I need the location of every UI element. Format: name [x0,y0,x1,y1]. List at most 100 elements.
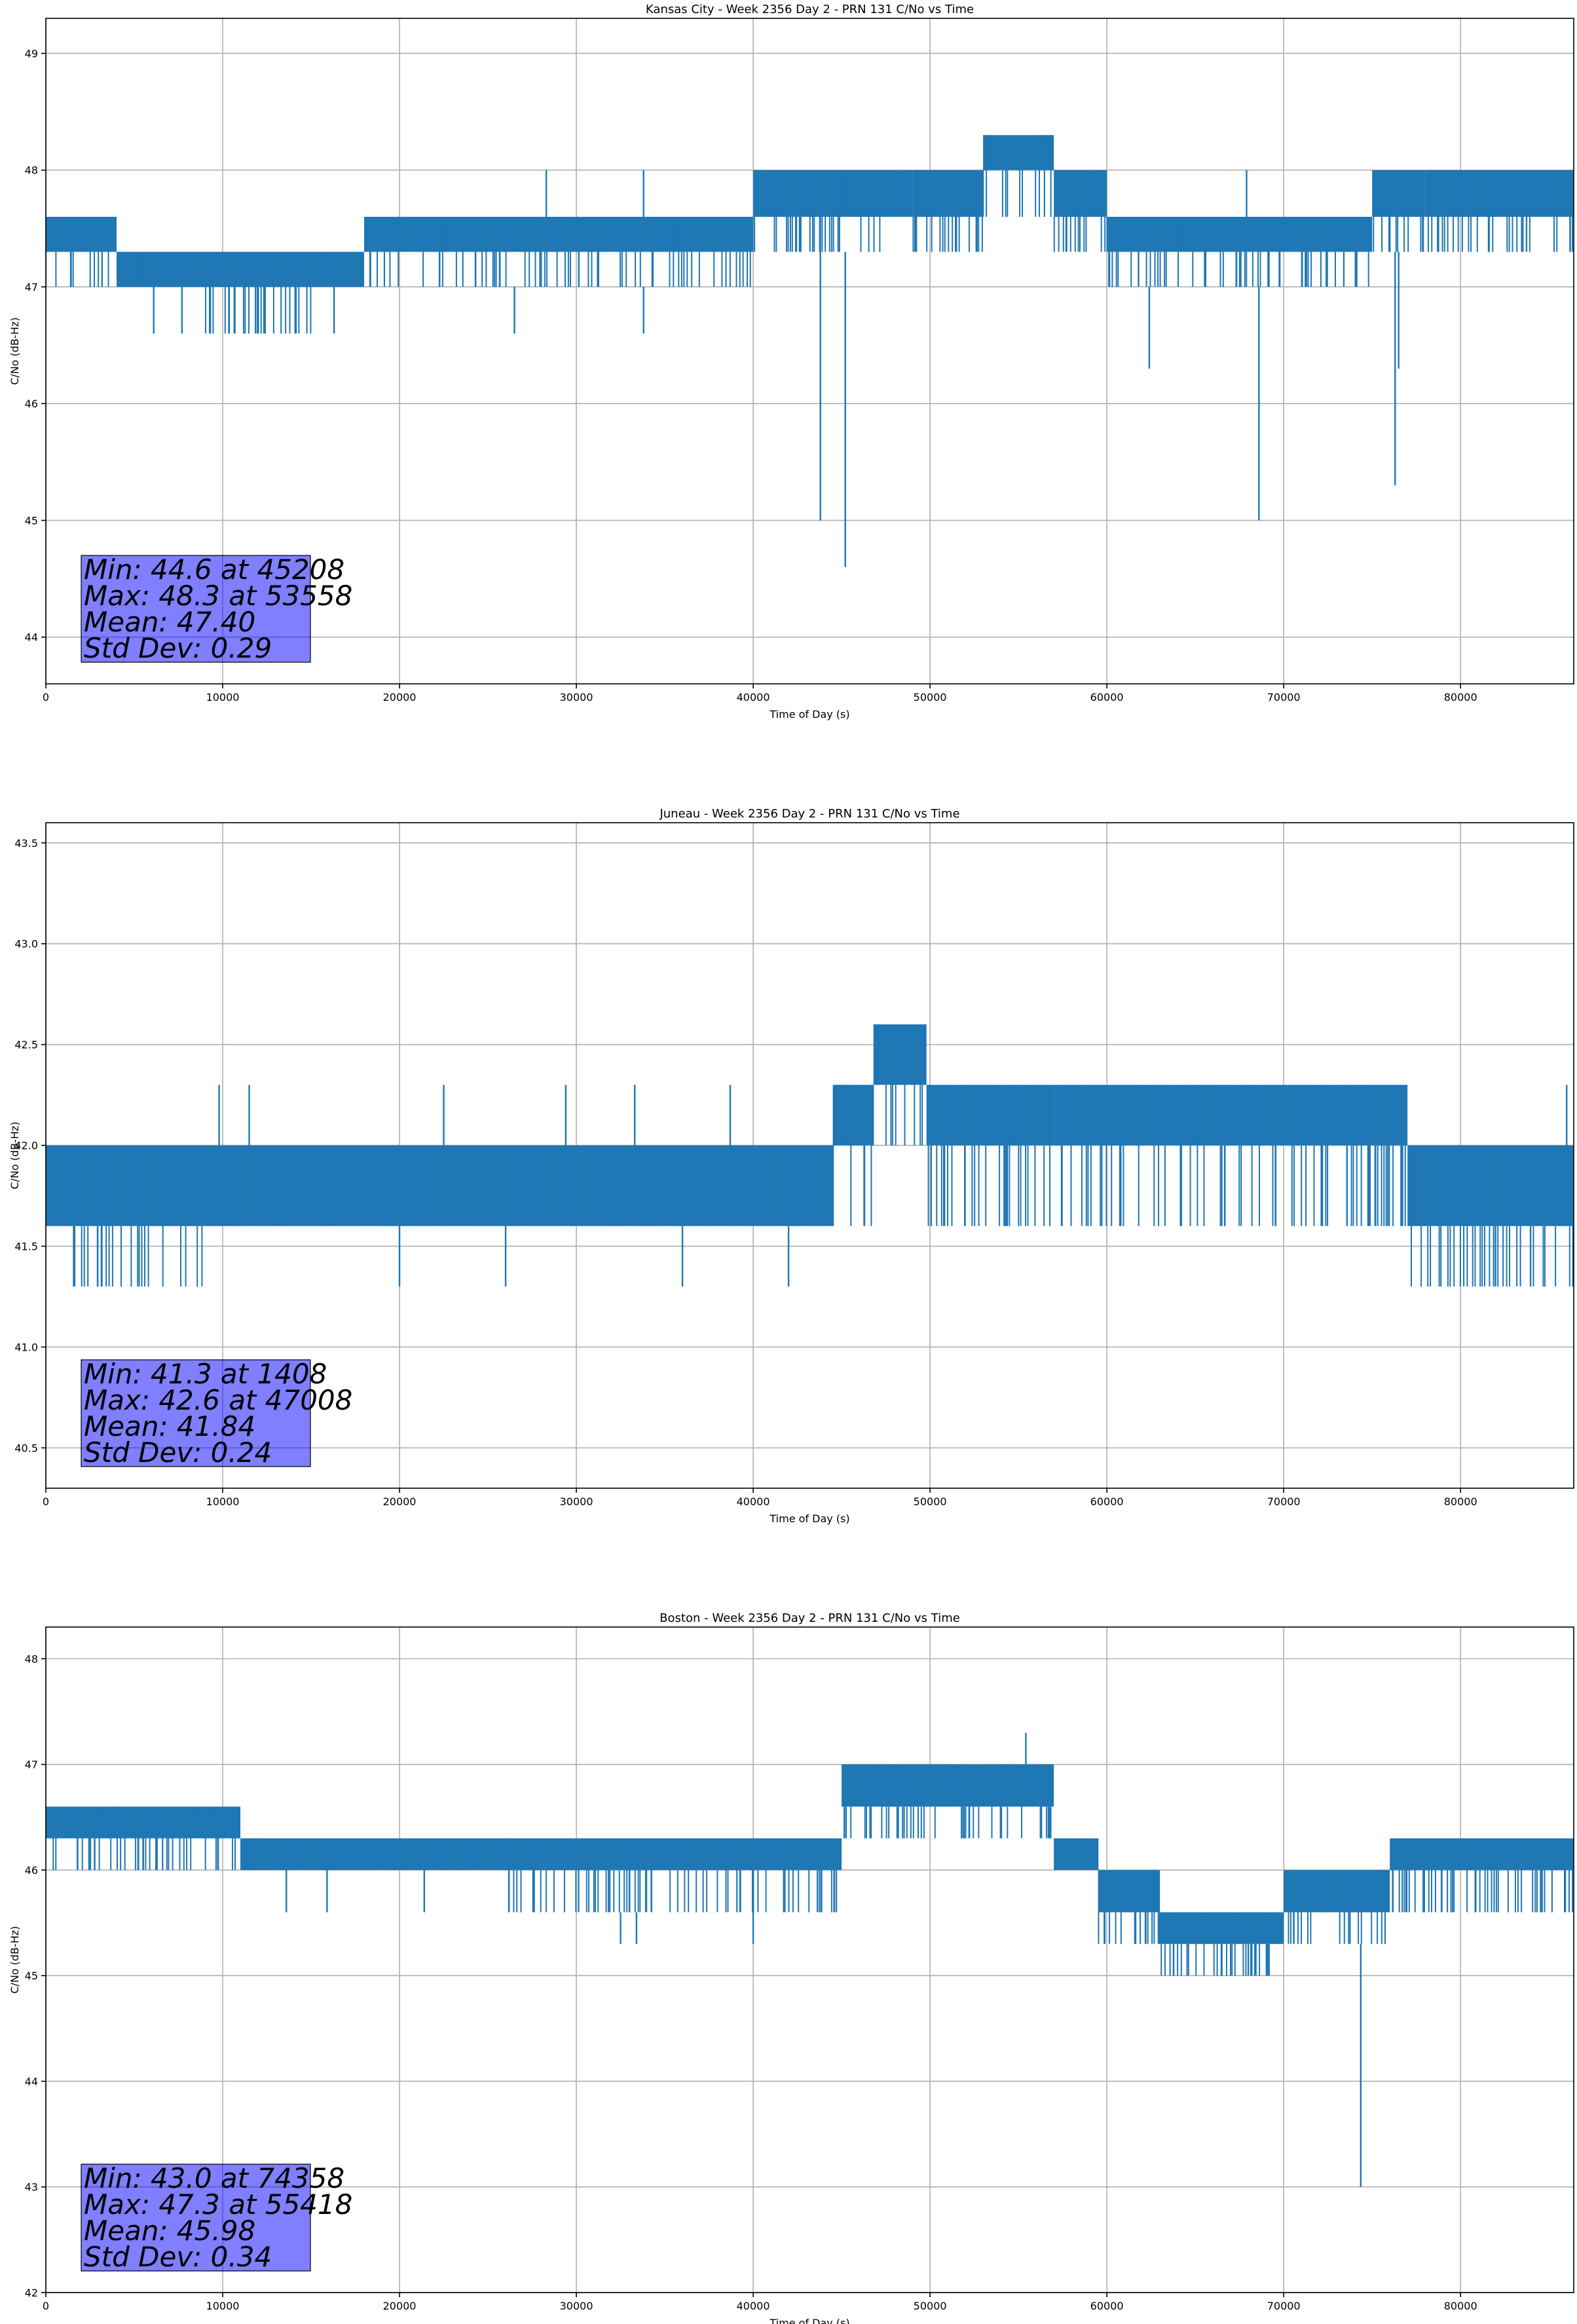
series-segment [1284,1869,1390,1944]
series-fluctuation [1392,1838,1574,1913]
series-segment [1054,1085,1408,1226]
y-tick-label: 42 [25,2287,38,2299]
series-segment [926,1085,1054,1226]
series-band [926,1085,1054,1146]
series-band [506,1838,762,1870]
stats-line: Max: 42.6 at 47008 [84,1384,352,1416]
series-segment [117,252,188,287]
series-segment [540,217,754,287]
series-fluctuation [315,252,363,287]
series-fluctuation [248,1838,505,1870]
y-tick-label: 44 [25,631,38,644]
data-series [46,1024,1574,1287]
x-tick-label: 60000 [1090,2300,1124,2312]
chart-panel-1: 0 10000 20000 30000 40000 50000 60000 70000 8000… [9,3,1574,721]
series-segment [832,1085,874,1226]
series-fluctuation [1284,1869,1386,1944]
y-axis-label: C/No (dB-Hz) [9,317,21,384]
x-tick-label: 80000 [1444,1495,1477,1508]
y-tick-label: 42.0 [14,1140,38,1152]
y-tick-label: 46 [25,398,38,410]
series-fluctuation [206,1145,819,1226]
x-tick-label: 50000 [914,691,947,703]
series-band [762,1838,842,1870]
x-tick-label: 40000 [737,1495,770,1508]
series-band [1390,1838,1574,1870]
x-tick-label: 80000 [1444,2300,1477,2312]
x-tick-label: 40000 [737,691,770,703]
x-tick-label: 70000 [1267,691,1301,703]
series-band [1107,217,1196,252]
x-tick-label: 10000 [206,1495,240,1508]
series-fluctuation [832,1085,874,1226]
series-fluctuation [875,1024,925,1146]
axes-frame [45,1626,1574,2293]
chart-title: Boston - Week 2356 Day 2 - PRN 131 C/No … [659,1611,960,1625]
series-segment [1053,170,1107,252]
series-fluctuation [753,170,912,252]
y-tick-label: 48 [25,164,38,177]
y-axis-label: C/No (dB-Hz) [9,1926,21,1993]
chart-title: Juneau - Week 2356 Day 2 - PRN 131 C/No … [659,807,959,821]
x-tick-label: 50000 [914,1495,947,1508]
x-tick-label: 10000 [206,691,240,703]
stats-line: Std Dev: 0.24 [84,1436,272,1469]
series-band [1284,1869,1390,1913]
stats-line: Min: 43.0 at 74358 [84,2162,344,2194]
x-tick-label: 70000 [1267,2300,1301,2312]
x-tick-label: 20000 [383,1495,417,1508]
x-tick-label: 10000 [206,2300,240,2312]
x-axis-label: Time of Day (s) [769,2317,849,2324]
series-fluctuation [1160,1912,1277,1976]
data-series [46,1733,1574,2187]
x-tick-label: 60000 [1090,691,1124,703]
series-band [832,1085,874,1146]
series-band [205,1145,833,1226]
series-segment [753,170,913,252]
series-fluctuation [1373,170,1424,252]
series-segment [46,217,117,287]
x-tick-label: 0 [43,2300,49,2312]
axes-frame [45,822,1574,1489]
chart-title: Kansas City - Week 2356 Day 2 - PRN 131 … [646,3,974,16]
y-tick-label: 42.5 [14,1039,38,1051]
y-axis-label: C/No (dB-Hz) [9,1121,21,1189]
series-fluctuation [765,1838,840,1913]
series-fluctuation [48,1807,236,1870]
y-tick-label: 49 [25,47,38,60]
series-segment [46,1145,71,1226]
series-band [753,170,913,217]
y-tick-label: 44 [25,2075,38,2088]
x-tick-label: 20000 [383,2300,417,2312]
x-tick-label: 60000 [1090,1495,1124,1508]
x-tick-label: 50000 [914,2300,947,2312]
series-segment [842,1764,1054,1839]
stats-line: Max: 48.3 at 53558 [84,580,352,612]
series-segment [70,1145,206,1287]
axes-frame [45,18,1574,684]
series-band [117,252,188,287]
series-band [912,170,984,217]
y-tick-label: 46 [25,1864,38,1877]
stats-box [81,1359,311,1467]
series-segment [311,252,365,287]
y-tick-label: 41.5 [14,1241,38,1253]
x-tick-label: 30000 [560,691,593,703]
series-band [541,217,754,252]
x-tick-label: 80000 [1444,691,1477,703]
series-segment [1106,217,1196,287]
y-tick-label: 45 [25,1970,38,1982]
series-band [70,1145,206,1226]
x-tick-label: 30000 [560,1495,593,1508]
series-segment [873,1024,927,1146]
y-tick-label: 43 [25,2181,38,2194]
data-series [46,135,1574,567]
series-band [240,1838,506,1870]
series-segment [240,1838,506,1870]
stats-line: Std Dev: 0.29 [84,632,272,664]
series-segment [1054,1838,1099,1870]
series-segment [506,1838,763,1913]
series-band [842,1764,1054,1807]
series-fluctuation [1098,1869,1160,1944]
series-segment [1098,1869,1160,1944]
